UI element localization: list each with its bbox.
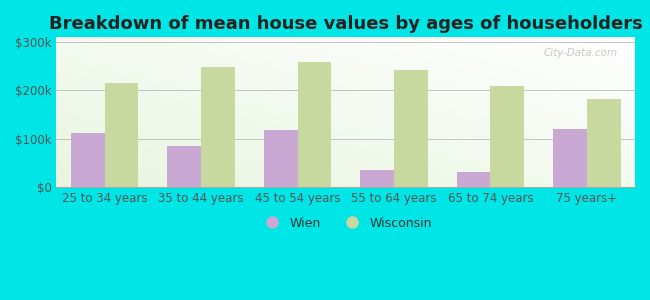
- Bar: [105, 83, 138, 187]
- Bar: [553, 129, 587, 187]
- Bar: [71, 133, 105, 187]
- Bar: [360, 170, 394, 187]
- Bar: [298, 62, 332, 187]
- Bar: [456, 172, 490, 187]
- Bar: [490, 85, 524, 187]
- Text: City-Data.com: City-Data.com: [543, 48, 618, 58]
- Title: Breakdown of mean house values by ages of householders: Breakdown of mean house values by ages o…: [49, 15, 643, 33]
- Bar: [394, 70, 428, 187]
- Bar: [587, 99, 621, 187]
- Bar: [201, 67, 235, 187]
- Bar: [167, 146, 201, 187]
- Legend: Wien, Wisconsin: Wien, Wisconsin: [255, 212, 437, 235]
- Bar: [264, 130, 298, 187]
